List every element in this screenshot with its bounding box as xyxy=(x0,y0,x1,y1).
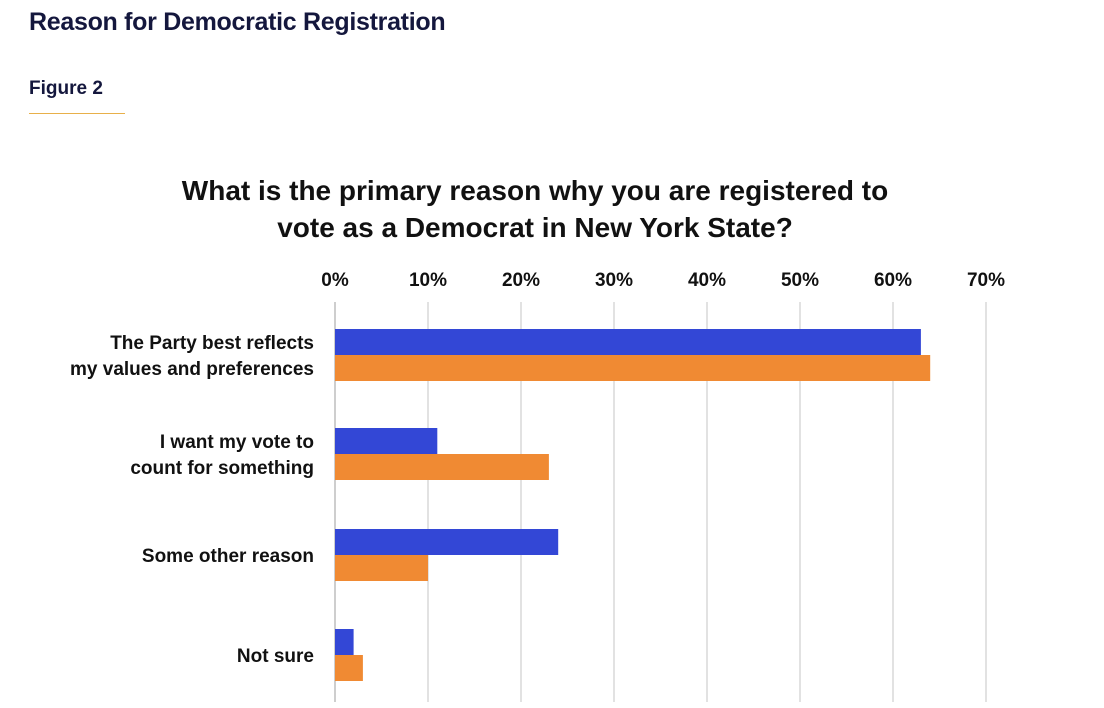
bar-series2-category3 xyxy=(335,555,428,581)
chart-bars xyxy=(335,329,931,681)
bar-series2-category4 xyxy=(335,655,363,681)
x-tick-label: 20% xyxy=(502,270,540,291)
figure-divider xyxy=(29,113,125,114)
x-tick-label: 40% xyxy=(688,270,726,291)
chart-title: What is the primary reason why you are r… xyxy=(182,175,888,243)
bar-series1-category1 xyxy=(335,329,921,355)
bar-series2-category2 xyxy=(335,454,549,480)
bar-series1-category4 xyxy=(335,629,354,655)
figure-label: Figure 2 xyxy=(29,78,103,99)
bar-series1-category2 xyxy=(335,428,438,454)
bar-series1-category3 xyxy=(335,529,559,555)
category-label: my values and preferences xyxy=(70,359,314,380)
category-label: Some other reason xyxy=(142,546,314,567)
chart-title-line-2: vote as a Democrat in New York State? xyxy=(277,212,793,243)
category-label: The Party best reflects xyxy=(110,333,314,354)
x-axis-ticks: 0% 10% 20% 30% 40% 50% 60% 70% xyxy=(321,270,1005,291)
category-label: count for something xyxy=(130,458,314,479)
y-axis-categories: The Party best reflects my values and pre… xyxy=(70,333,314,667)
x-tick-label: 70% xyxy=(967,270,1005,291)
category-label: I want my vote to xyxy=(160,432,314,453)
x-tick-label: 50% xyxy=(781,270,819,291)
x-tick-label: 10% xyxy=(409,270,447,291)
x-tick-label: 0% xyxy=(321,270,349,291)
page-title: Reason for Democratic Registration xyxy=(29,8,446,36)
bar-series2-category1 xyxy=(335,355,931,381)
chart-title-line-1: What is the primary reason why you are r… xyxy=(182,175,888,206)
x-tick-label: 30% xyxy=(595,270,633,291)
category-label: Not sure xyxy=(237,646,314,667)
x-tick-label: 60% xyxy=(874,270,912,291)
